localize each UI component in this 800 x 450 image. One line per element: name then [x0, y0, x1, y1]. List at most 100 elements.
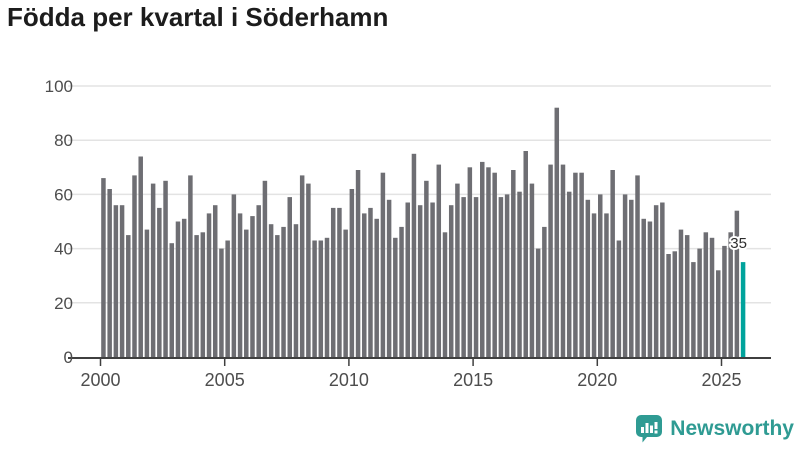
bar — [293, 224, 299, 357]
bar — [542, 226, 547, 357]
bar — [181, 218, 187, 357]
bar — [678, 229, 684, 357]
bar — [709, 237, 715, 357]
bar — [206, 213, 212, 357]
bar — [684, 235, 690, 357]
bar — [101, 178, 106, 357]
axis-labels: 0 20 40 60 80 100 2000 2005 2010 2015 2020 2025 — [45, 77, 742, 390]
bar — [722, 245, 727, 357]
bar — [324, 237, 330, 357]
bar — [312, 240, 317, 357]
bar — [691, 262, 696, 357]
bar — [417, 205, 423, 357]
bar — [318, 240, 324, 357]
x-axis-label: 2020 — [577, 370, 617, 390]
bar — [368, 207, 373, 357]
bar — [573, 172, 578, 357]
bar — [610, 170, 615, 357]
bar — [250, 216, 255, 357]
highlighted-bar — [740, 262, 746, 357]
bar — [486, 167, 491, 357]
bar — [405, 202, 410, 357]
bar — [436, 164, 442, 357]
bar — [455, 183, 460, 357]
y-axis-label: 60 — [54, 185, 73, 204]
bar — [157, 207, 162, 357]
bar — [380, 172, 386, 357]
bar — [262, 180, 268, 357]
y-axis-label: 100 — [45, 77, 73, 96]
bar — [529, 183, 535, 357]
bar — [734, 210, 740, 357]
bar — [504, 194, 510, 357]
bar — [560, 164, 566, 357]
bar — [362, 213, 367, 357]
bar — [393, 237, 398, 357]
bar — [132, 175, 137, 357]
bar — [715, 270, 721, 357]
bar — [299, 175, 305, 357]
bar — [194, 235, 199, 357]
last-value-label: 35 — [730, 235, 747, 252]
bar — [138, 156, 143, 357]
bar — [231, 194, 237, 357]
bar — [411, 153, 417, 358]
bar — [585, 199, 591, 357]
newsworthy-speech-bubble-chart-icon — [636, 415, 663, 443]
bar — [163, 180, 168, 357]
bar — [473, 197, 479, 357]
annotations: 35 — [728, 233, 749, 254]
x-axis-label: 2000 — [80, 370, 120, 390]
bar — [566, 191, 572, 357]
bar — [554, 107, 560, 357]
bar — [461, 197, 466, 357]
bar — [169, 243, 175, 357]
bar — [330, 207, 336, 357]
bar — [306, 183, 311, 357]
bar — [666, 254, 671, 357]
bar — [343, 229, 348, 357]
bar — [256, 205, 261, 357]
bar — [374, 218, 379, 357]
bars — [101, 107, 746, 358]
bar — [492, 172, 497, 357]
bar — [548, 164, 553, 357]
bar — [442, 232, 448, 357]
bar — [119, 205, 125, 357]
bar — [653, 205, 659, 357]
bar — [212, 205, 218, 357]
bar — [523, 151, 528, 357]
bar — [517, 191, 522, 357]
bar — [672, 251, 678, 357]
bar — [467, 167, 473, 357]
bar — [635, 175, 640, 357]
bar — [175, 221, 181, 357]
bar — [200, 232, 206, 357]
bar — [641, 218, 646, 357]
x-axis-label: 2005 — [205, 370, 245, 390]
bar — [107, 189, 112, 357]
y-axis-label: 40 — [54, 240, 73, 259]
bar — [591, 213, 597, 357]
bar — [386, 199, 392, 357]
bar — [579, 172, 584, 357]
x-axis-label: 2025 — [701, 370, 741, 390]
bar — [349, 189, 355, 357]
bar — [337, 207, 342, 357]
bar — [660, 202, 665, 357]
y-axis-label: 80 — [54, 131, 73, 150]
bar — [225, 240, 230, 357]
axes — [68, 357, 771, 366]
bar — [480, 161, 485, 357]
bar — [430, 202, 435, 357]
bar — [355, 170, 361, 357]
newsworthy-logo: Newsworthy — [636, 415, 794, 443]
bar — [287, 197, 292, 357]
bar — [275, 235, 280, 357]
chart-title: Födda per kvartal i Söderhamn — [7, 2, 389, 32]
newsworthy-wordmark: Newsworthy — [670, 417, 794, 440]
bar — [448, 205, 454, 357]
bar — [535, 248, 541, 357]
